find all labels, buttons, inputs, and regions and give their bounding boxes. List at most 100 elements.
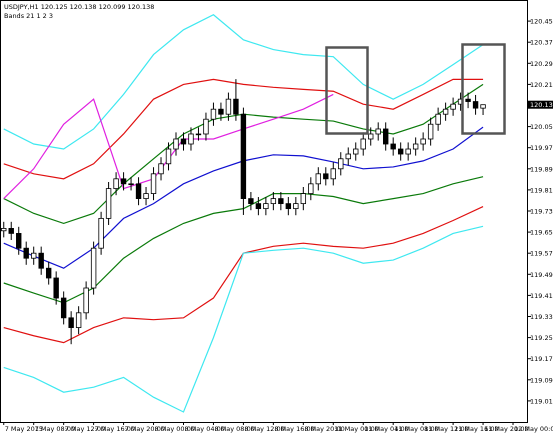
x-tick-label: 11 May 16:00 bbox=[454, 425, 499, 433]
candle-body bbox=[120, 178, 127, 185]
candle-body bbox=[158, 163, 164, 175]
candle-body bbox=[338, 158, 344, 170]
candle-body bbox=[285, 203, 292, 210]
x-tick-label: 11 May 20:00 bbox=[484, 425, 529, 433]
highlight-box bbox=[325, 46, 369, 135]
y-tick-label: 120.455 bbox=[530, 18, 553, 26]
x-tick-label: 11 May 00:00 bbox=[334, 425, 379, 433]
y-tick-label: 119.095 bbox=[530, 376, 553, 384]
candle-body bbox=[1, 228, 7, 232]
x-tick-label: 11 May 08:00 bbox=[394, 425, 439, 433]
y-tick-label: 120.215 bbox=[530, 81, 553, 89]
y-tick-label: 120.295 bbox=[530, 60, 553, 68]
candle-body bbox=[203, 118, 209, 135]
candle-body bbox=[390, 143, 396, 150]
candle-body bbox=[240, 113, 247, 200]
candle-body bbox=[323, 173, 329, 180]
candle-body bbox=[255, 203, 262, 210]
candle-body bbox=[472, 101, 479, 109]
candle-body bbox=[45, 267, 52, 279]
indicator-line bbox=[3, 78, 484, 180]
candle-body bbox=[480, 104, 486, 109]
candle-body bbox=[60, 297, 67, 319]
y-tick-label: 120.055 bbox=[530, 123, 553, 131]
candle-body bbox=[345, 153, 351, 160]
candle-body bbox=[435, 113, 441, 125]
x-tick-label: 7 May 20:00 bbox=[125, 425, 165, 433]
y-tick-label: 120.375 bbox=[530, 39, 553, 47]
x-tick-label: 8 May 12:00 bbox=[244, 425, 284, 433]
candle-body bbox=[293, 203, 299, 210]
axes: 119.015 119.095 119.175 119.255 119.335 119.4… bbox=[3, 18, 553, 433]
highlight-box bbox=[461, 43, 506, 135]
candle-body bbox=[442, 108, 449, 115]
x-tick-label: 8 May 04:00 bbox=[184, 425, 224, 433]
candles bbox=[1, 79, 486, 345]
candle-body bbox=[113, 178, 119, 189]
candle-body bbox=[38, 252, 44, 269]
candle-body bbox=[8, 228, 14, 234]
candle-body bbox=[308, 183, 314, 194]
candle-body bbox=[225, 98, 232, 115]
y-tick-label: 119.175 bbox=[530, 355, 553, 363]
candle-body bbox=[450, 103, 456, 110]
candle-body bbox=[195, 133, 202, 136]
candle-body bbox=[405, 148, 411, 155]
candle-body bbox=[143, 193, 149, 200]
candle-body bbox=[83, 287, 89, 314]
candle-body bbox=[248, 198, 254, 205]
candle-body bbox=[375, 128, 381, 135]
candle-body bbox=[135, 183, 142, 200]
candle-body bbox=[180, 138, 187, 145]
y-tick-label: 119.895 bbox=[530, 165, 553, 173]
candle-body bbox=[53, 277, 59, 299]
candle-body bbox=[105, 188, 112, 219]
x-tick-label: 7 May 2015 bbox=[5, 425, 43, 433]
indicator-line bbox=[3, 225, 484, 413]
candle-body bbox=[218, 108, 224, 115]
candle-body bbox=[270, 198, 277, 205]
x-tick-label: 8 May 20:00 bbox=[304, 425, 344, 433]
plot-frame bbox=[0, 0, 528, 423]
y-tick-label: 119.015 bbox=[530, 397, 553, 405]
x-tick-label: 11 May 04:00 bbox=[364, 425, 409, 433]
candle-body bbox=[278, 198, 284, 205]
candle-body bbox=[300, 193, 307, 205]
candle-body bbox=[210, 108, 217, 120]
x-tick-label: 7 May 12:00 bbox=[65, 425, 105, 433]
candle-body bbox=[465, 98, 471, 102]
last-price-box bbox=[528, 100, 553, 109]
candle-body bbox=[165, 148, 172, 165]
x-tick-label: 7 May 16:00 bbox=[95, 425, 135, 433]
x-tick-label: 12 May 00:00 bbox=[514, 425, 553, 433]
candle-body bbox=[173, 138, 179, 150]
candle-body bbox=[330, 168, 336, 180]
candle-body bbox=[397, 148, 404, 155]
indicator-line bbox=[3, 14, 484, 150]
candle-body bbox=[420, 138, 426, 145]
candle-body bbox=[98, 217, 104, 249]
candle-body bbox=[233, 98, 239, 115]
candle-body bbox=[315, 173, 321, 185]
x-tick-label: 11 May 12:00 bbox=[424, 425, 469, 433]
y-tick-label: 119.735 bbox=[530, 208, 553, 216]
candle-body bbox=[353, 148, 359, 155]
candle-body bbox=[360, 138, 366, 150]
y-tick-label: 119.255 bbox=[530, 334, 553, 342]
x-tick-label: 8 May 08:00 bbox=[214, 425, 254, 433]
candle-body bbox=[31, 252, 37, 259]
candle-body bbox=[16, 233, 22, 249]
candle-body bbox=[150, 173, 157, 194]
candle-body bbox=[427, 123, 434, 140]
candle-body bbox=[23, 247, 29, 259]
candle-body bbox=[68, 317, 74, 328]
last-price-label: 120.138 bbox=[530, 101, 553, 109]
x-tick-label: 8 May 00:00 bbox=[155, 425, 195, 433]
candle-body bbox=[263, 203, 269, 210]
candle-body bbox=[75, 312, 82, 328]
chart-title: USDJPY,H1 120.125 120.138 120.099 120.13… bbox=[4, 3, 154, 11]
y-tick-label: 119.335 bbox=[530, 313, 553, 321]
y-tick-label: 119.495 bbox=[530, 271, 553, 279]
